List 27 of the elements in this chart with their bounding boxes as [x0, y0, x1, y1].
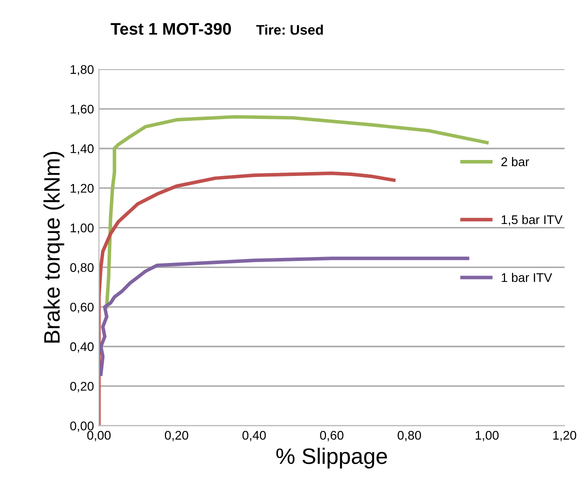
- line-series: [104, 115, 489, 309]
- y-tick-label: 0,20: [70, 382, 94, 392]
- x-tick-label: 1,00: [476, 430, 499, 442]
- y-tick-label: 1,00: [70, 224, 94, 234]
- x-tick-label: 0,60: [320, 430, 344, 442]
- y-tick-label: 1,60: [70, 104, 94, 116]
- x-tick-label: 1,20: [553, 430, 576, 442]
- x-tick-label: 0,80: [398, 430, 422, 442]
- y-tick-label: 0,60: [70, 302, 94, 314]
- legend-label: 1 bar ITV: [502, 272, 552, 282]
- chart-subtitle: Tire: Used: [256, 24, 323, 35]
- y-tick-label: 0,00: [70, 422, 94, 432]
- y-tick-label: 1,20: [70, 184, 94, 194]
- chart-title: Test 1 MOT-390: [110, 23, 231, 35]
- y-axis-title: Brake torque (kNm): [43, 152, 64, 343]
- line-series: [99, 256, 470, 376]
- y-tick-label: 1,80: [70, 65, 94, 76]
- x-tick-label: 0,40: [242, 430, 266, 442]
- legend-label: 2 bar: [501, 157, 530, 166]
- y-tick-label: 0,40: [70, 342, 94, 353]
- x-tick-label: 0,00: [87, 430, 111, 442]
- legend-label: 1,5 bar ITV: [502, 214, 563, 226]
- x-tick-label: 0,20: [164, 430, 188, 442]
- line-series: [98, 172, 396, 426]
- x-axis-title: % Slippage: [276, 448, 387, 468]
- y-tick-label: 0,80: [70, 263, 94, 274]
- y-tick-label: 1,40: [70, 144, 94, 155]
